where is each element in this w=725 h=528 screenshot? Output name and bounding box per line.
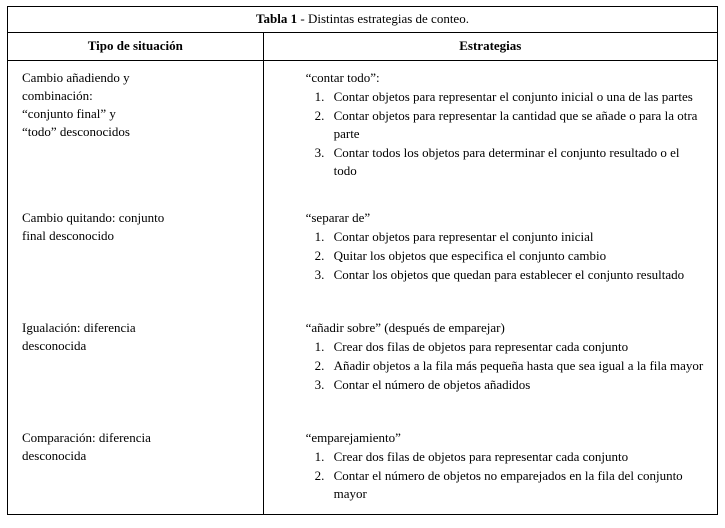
strategy-step: Quitar los objetos que especifica el con… <box>328 247 705 265</box>
strategies-column: “contar todo”:Contar objetos para repres… <box>263 61 717 515</box>
strategy-step: Crear dos filas de objetos para represen… <box>328 338 705 356</box>
caption-label: Tabla 1 <box>256 11 297 26</box>
situation-line: desconocida <box>22 447 255 465</box>
strategy-step: Contar objetos para representar la canti… <box>328 107 705 143</box>
strategy-step: Contar los objetos que quedan para estab… <box>328 266 705 284</box>
strategy-step: Contar objetos para representar el conju… <box>328 88 705 106</box>
strategy-steps: Crear dos filas de objetos para represen… <box>306 448 705 503</box>
strategy-steps: Contar objetos para representar el conju… <box>306 88 705 180</box>
strategies-table: Tabla 1 - Distintas estrategias de conte… <box>7 6 718 515</box>
strategy-name: “separar de” <box>306 209 705 227</box>
table-caption-row: Tabla 1 - Distintas estrategias de conte… <box>8 7 718 33</box>
strategy-block: “añadir sobre” (después de emparejar)Cre… <box>278 319 705 417</box>
situation-block: Cambio añadiendo ycombinación:“conjunto … <box>22 69 255 197</box>
strategy-block: “separar de”Contar objetos para represen… <box>278 209 705 307</box>
strategy-step: Crear dos filas de objetos para represen… <box>328 448 705 466</box>
table-caption: Tabla 1 - Distintas estrategias de conte… <box>8 7 718 33</box>
strategy-step: Añadir objetos a la fila más pequeña has… <box>328 357 705 375</box>
situation-block: Comparación: diferenciadesconocida <box>22 429 255 465</box>
situation-line: final desconocido <box>22 227 255 245</box>
situation-line: Cambio quitando: conjunto <box>22 209 255 227</box>
strategy-block: “contar todo”:Contar objetos para repres… <box>278 69 705 197</box>
situations-column: Cambio añadiendo ycombinación:“conjunto … <box>8 61 264 515</box>
situation-block: Cambio quitando: conjuntofinal desconoci… <box>22 209 255 307</box>
table-body-row: Cambio añadiendo ycombinación:“conjunto … <box>8 61 718 515</box>
document-frame: Tabla 1 - Distintas estrategias de conte… <box>0 0 725 528</box>
situation-line: Cambio añadiendo y <box>22 69 255 87</box>
situation-line: Comparación: diferencia <box>22 429 255 447</box>
situation-line: Igualación: diferencia <box>22 319 255 337</box>
strategy-name: “añadir sobre” (después de emparejar) <box>306 319 705 337</box>
strategy-name: “contar todo”: <box>306 69 705 87</box>
situation-line: combinación: <box>22 87 255 105</box>
strategy-steps: Crear dos filas de objetos para represen… <box>306 338 705 394</box>
situation-line: desconocida <box>22 337 255 355</box>
caption-text: - Distintas estrategias de conteo. <box>297 11 469 26</box>
strategy-name: “emparejamiento” <box>306 429 705 447</box>
situation-block: Igualación: diferenciadesconocida <box>22 319 255 417</box>
strategy-step: Contar el número de objetos añadidos <box>328 376 705 394</box>
header-situation: Tipo de situación <box>8 33 264 61</box>
strategy-step: Contar el número de objetos no emparejad… <box>328 467 705 503</box>
situation-line: “conjunto final” y <box>22 105 255 123</box>
strategy-block: “emparejamiento”Crear dos filas de objet… <box>278 429 705 503</box>
strategy-steps: Contar objetos para representar el conju… <box>306 228 705 284</box>
strategy-step: Contar todos los objetos para determinar… <box>328 144 705 180</box>
strategy-step: Contar objetos para representar el conju… <box>328 228 705 246</box>
situation-line: “todo” desconocidos <box>22 123 255 141</box>
header-strategies: Estrategias <box>263 33 717 61</box>
table-header-row: Tipo de situación Estrategias <box>8 33 718 61</box>
